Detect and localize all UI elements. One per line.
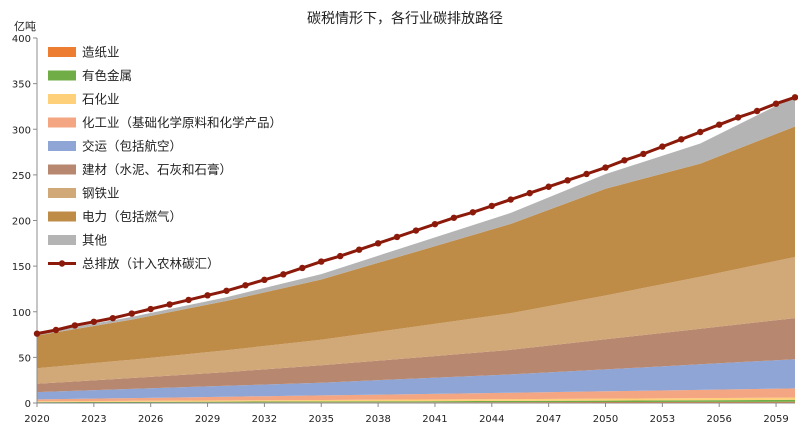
legend-label-2: 有色金属 (82, 68, 132, 83)
legend-swatch-9 (48, 235, 76, 245)
total-emission-point (583, 170, 590, 178)
x-tick-label: 2044 (479, 414, 504, 425)
total-emission-point (90, 318, 98, 325)
total-emission-point (659, 143, 666, 150)
area-series-3 (37, 397, 795, 403)
y-tick-label: 250 (12, 171, 31, 182)
area-series-7 (37, 257, 795, 384)
total-emission-point (204, 292, 211, 299)
total-emission-point (678, 136, 685, 143)
y-tick-label: 50 (18, 353, 31, 364)
x-tick-label: 2026 (138, 414, 163, 425)
total-emission-point (716, 121, 723, 128)
legend-swatch-5 (48, 141, 76, 151)
total-emission-point (734, 114, 742, 121)
x-axis-ticks: 2020 2023 2026 2029 2032 2035 2038 2041 2044 2047… (24, 403, 789, 425)
y-tick-label: 0 (25, 399, 31, 410)
total-emission-point (469, 209, 477, 216)
total-emission-point (545, 183, 552, 190)
x-tick-label: 2023 (81, 414, 106, 425)
area-series-6 (37, 318, 795, 393)
total-emission-point (412, 227, 420, 234)
y-tick-label: 350 (12, 80, 31, 91)
total-emission-point (355, 246, 363, 253)
total-emission-point (261, 276, 268, 284)
total-emission-point (52, 326, 60, 334)
legend-swatch-3 (48, 94, 76, 104)
total-emission-point (621, 157, 628, 164)
total-emission-point (640, 150, 647, 158)
x-tick-label: 2038 (365, 414, 390, 425)
legend-swatch-4 (48, 117, 76, 128)
total-emission-point (166, 301, 173, 308)
area-series-2 (37, 399, 795, 403)
x-tick-label: 2041 (422, 414, 447, 425)
legend-swatch-6 (48, 164, 76, 175)
legend-label-8: 电力（包括燃气） (82, 209, 182, 224)
x-tick-label: 2020 (24, 414, 49, 425)
legend-label-1: 造纸业 (82, 45, 120, 60)
legend-swatch-2 (48, 70, 76, 81)
x-tick-label: 2056 (706, 414, 731, 425)
x-tick-label: 2035 (309, 414, 334, 425)
total-emission-point (242, 282, 249, 289)
total-emission-point (185, 296, 192, 304)
chart-title: 碳税情形下，各行业碳排放路径 (307, 11, 503, 27)
area-layers (37, 96, 795, 403)
total-emission-point (337, 252, 344, 260)
total-emission-point (318, 258, 325, 265)
total-emission-point (526, 189, 533, 197)
total-emission-point (697, 128, 704, 136)
total-emission-point (71, 322, 79, 329)
total-emission-point (488, 202, 495, 210)
total-emission-point (753, 107, 761, 115)
x-tick-label: 2053 (650, 414, 675, 425)
y-axis-ticks: 0 50 100 150 200 250 300 350 400 (12, 34, 37, 410)
y-tick-label: 100 (12, 308, 31, 319)
total-emission-point (791, 94, 798, 101)
y-tick-label: 400 (12, 34, 31, 45)
y-tick-label: 200 (12, 217, 31, 228)
total-emission-point (374, 240, 382, 247)
x-tick-label: 2032 (252, 414, 277, 425)
legend-marker-total (58, 260, 66, 267)
total-emission-point (507, 196, 514, 203)
legend-label-5: 交运（包括航空） (82, 139, 182, 154)
total-emission-point (33, 330, 41, 337)
legend-label-6: 建材（水泥、石灰和石膏） (82, 162, 232, 177)
legend-label-3: 石化业 (82, 92, 120, 107)
area-series-5 (37, 359, 795, 400)
total-emission-point (280, 271, 287, 278)
total-emission-point (602, 164, 609, 171)
y-tick-label: 150 (12, 262, 31, 273)
x-tick-label: 2029 (195, 414, 220, 425)
total-emission-point (393, 233, 401, 241)
x-tick-label: 2050 (593, 414, 618, 425)
total-emission-point (450, 214, 458, 221)
total-emission-point (109, 314, 117, 322)
x-tick-label: 2059 (763, 414, 788, 425)
total-emission-point (128, 310, 135, 317)
total-emission-point (147, 305, 154, 313)
total-emission-point (564, 177, 571, 184)
legend-swatch-8 (48, 211, 76, 222)
legend-swatch-7 (48, 188, 76, 198)
area-series-4 (37, 388, 795, 402)
total-emission-point (299, 264, 306, 272)
area-series-8 (37, 126, 795, 369)
total-emission-point (431, 220, 439, 228)
total-line (33, 94, 798, 337)
y-tick-label: 300 (12, 125, 31, 136)
total-emission-point (772, 100, 780, 107)
legend-label-7: 钢铁业 (82, 186, 120, 201)
x-tick-label: 2047 (536, 414, 561, 425)
total-emission-point (223, 287, 230, 294)
legend-label-total: 总排放（计入农林碳汇） (82, 256, 220, 271)
legend-swatch-1 (48, 47, 76, 57)
y-unit-label: 亿吨 (14, 20, 36, 33)
legend-label-9: 其他 (82, 233, 108, 248)
legend-label-4: 化工业（基础化学原料和化学产品） (82, 115, 282, 130)
